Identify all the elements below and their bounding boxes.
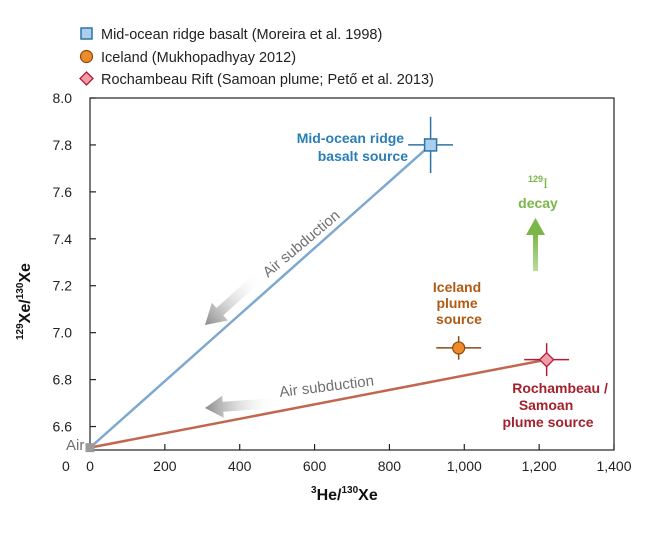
x-axis: 0 200 400 600 800 1,000 1,200 1,400 (86, 444, 632, 474)
y-axis-title: 129Xe/130Xe (15, 263, 34, 340)
samoan-source-annotation: Rochambeau / Samoan plume source (502, 380, 611, 430)
x-tick-label: 800 (378, 458, 402, 474)
iceland-source-annotation: Iceland plume source (433, 279, 485, 327)
y-tick-label: 7.0 (53, 325, 73, 341)
x-axis-title: 3He/130Xe (311, 485, 378, 504)
x-axis-title-part2: Xe (358, 487, 378, 504)
samoan-annotation-line3: plume source (502, 414, 593, 430)
x-tick-label: 1,400 (596, 458, 631, 474)
legend-item-rochambeau: Rochambeau Rift (Samoan plume; Pető et a… (79, 71, 434, 88)
morb-annotation-line1: Mid-ocean ridge (297, 130, 405, 146)
air-subduction-label-upper: Air subduction (260, 207, 344, 281)
iodine-annotation-title: 129I (528, 174, 548, 192)
legend-circle-marker (79, 49, 94, 64)
legend-label-iceland: Iceland (Mukhopadhyay 2012) (101, 50, 296, 66)
legend-square-marker (80, 27, 93, 40)
morb-source-annotation: Mid-ocean ridge basalt source (297, 130, 408, 164)
y-axis: 6.6 6.8 7.0 7.2 7.4 7.6 7.8 8.0 (53, 90, 96, 435)
legend-item-mid-ocean-ridge: Mid-ocean ridge basalt (Moreira et al. 1… (80, 27, 382, 43)
legend: Mid-ocean ridge basalt (Moreira et al. 1… (79, 27, 434, 88)
iodine-annotation-sup: 129 (528, 174, 543, 184)
air-subduction-arrow-upper (205, 271, 265, 325)
data-points (408, 116, 570, 377)
iodine-decay-arrow (526, 218, 545, 271)
legend-diamond-marker (79, 71, 94, 86)
x-tick-label: 600 (303, 458, 327, 474)
y-tick-label: 7.2 (53, 278, 73, 294)
x-tick-label: 0 (86, 458, 94, 474)
y-tick-label: 6.6 (53, 419, 73, 435)
x-tick-label: 1,200 (522, 458, 557, 474)
air-point-marker (85, 443, 95, 453)
y-axis-title-sup2: 130 (15, 282, 26, 299)
y-axis-title-part2: Xe (17, 263, 34, 283)
y-tick-label: 6.8 (53, 372, 73, 388)
samoan-annotation-line1: Rochambeau / (512, 380, 608, 396)
plot-frame (89, 97, 615, 451)
y-tick-label: 7.4 (53, 231, 73, 247)
data-point-rochambeau (524, 343, 570, 377)
iodine-annotation-element: I (543, 176, 548, 192)
square-marker (423, 138, 438, 152)
legend-label-mid-ocean-ridge: Mid-ocean ridge basalt (Moreira et al. 1… (101, 27, 382, 43)
x-axis-title-part1: He/ (317, 487, 342, 504)
air-subduction-arrow-lower (205, 395, 278, 418)
x-axis-title-sup2: 130 (341, 485, 358, 496)
y-origin-label: 0 (62, 458, 70, 474)
data-point-iceland (436, 336, 482, 360)
legend-label-rochambeau: Rochambeau Rift (Samoan plume; Pető et a… (101, 72, 434, 88)
y-tick-label: 7.6 (53, 184, 73, 200)
x-tick-label: 1,000 (447, 458, 482, 474)
samoan-annotation-line2: Samoan (519, 397, 573, 413)
air-to-samoa-line (89, 358, 547, 449)
y-axis-title-sup1: 129 (15, 323, 26, 340)
iceland-annotation-line1: Iceland (433, 279, 481, 295)
data-point-morb (408, 116, 454, 174)
y-tick-label: 7.8 (53, 137, 73, 153)
air-to-morb-line (89, 143, 432, 449)
circle-marker (452, 341, 466, 355)
air-label: Air (66, 437, 84, 454)
y-tick-label: 8.0 (53, 90, 73, 106)
iceland-annotation-line2: plume (436, 295, 477, 311)
y-axis-title-part1: Xe/ (17, 299, 34, 324)
morb-annotation-line2: basalt source (318, 148, 408, 164)
iceland-annotation-line3: source (436, 311, 482, 327)
x-tick-label: 200 (153, 458, 177, 474)
diamond-marker (538, 351, 555, 368)
x-axis-title-sup1: 3 (311, 485, 317, 496)
legend-item-iceland: Iceland (Mukhopadhyay 2012) (79, 49, 296, 66)
iodine-annotation-decay: decay (518, 195, 558, 211)
x-tick-label: 400 (228, 458, 252, 474)
